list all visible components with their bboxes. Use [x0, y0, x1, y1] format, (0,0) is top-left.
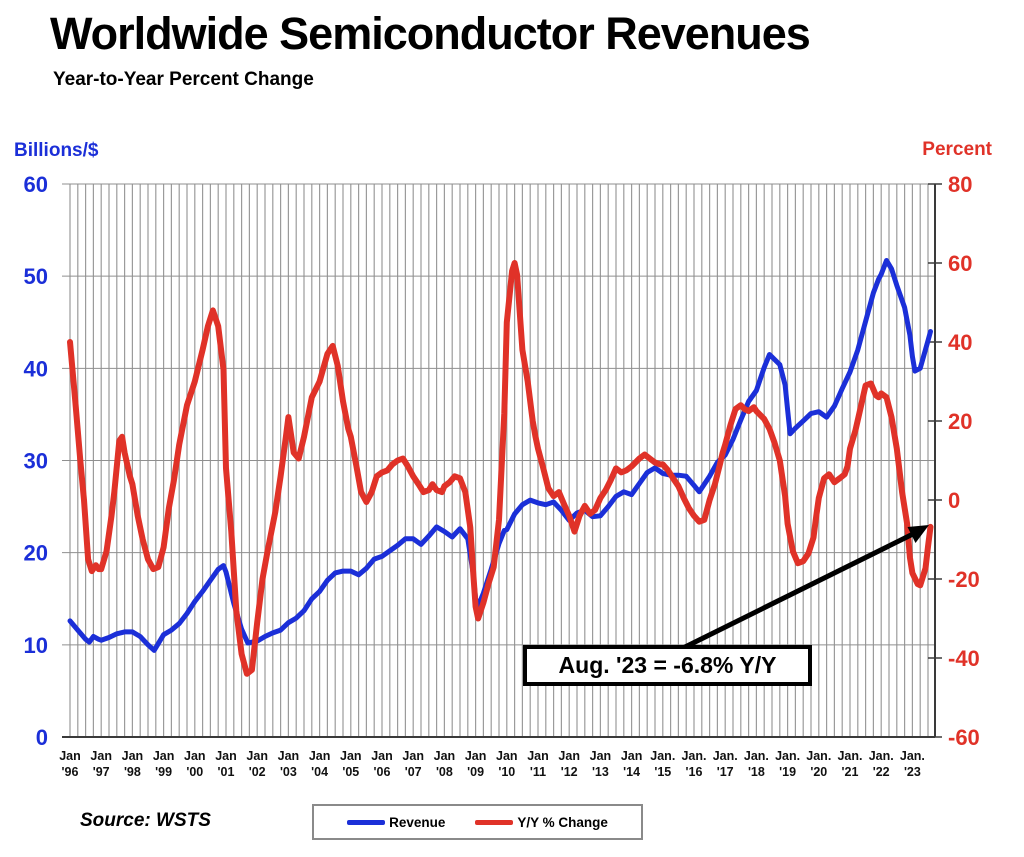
x-tick-month: Jan. [900, 749, 925, 763]
annotation-callout: Aug. '23 = -6.8% Y/Y [523, 645, 812, 686]
chart-title: Worldwide Semiconductor Revenues [50, 8, 811, 59]
x-tick-year: '12 [561, 765, 578, 779]
x-tick-year: '06 [374, 765, 391, 779]
left-axis-label: Billions/$ [14, 140, 99, 161]
annotation-arrow-shaft [679, 531, 915, 652]
x-tick-month: Jan. [837, 749, 862, 763]
x-tick-year: '04 [311, 765, 328, 779]
left-tick-label: 20 [24, 541, 48, 566]
annotation-text: Aug. '23 = -6.8% Y/Y [558, 652, 777, 678]
x-tick-year: '22 [873, 765, 890, 779]
yoy-change-line [67, 260, 934, 677]
x-tick-year: '21 [842, 765, 859, 779]
left-tick-label: 0 [36, 725, 48, 750]
x-tick-year: '01 [218, 765, 235, 779]
x-tick-year: '11 [530, 765, 546, 779]
x-tick-month: Jan [590, 749, 612, 763]
x-tick-year: '08 [436, 765, 453, 779]
x-tick-year: '20 [810, 765, 827, 779]
right-tick-label: -60 [948, 725, 980, 750]
left-tick-label: 40 [24, 356, 48, 381]
x-tick-month: Jan [340, 749, 362, 763]
chart-subtitle: Year-to-Year Percent Change [53, 69, 314, 90]
x-tick-month: Jan [153, 749, 175, 763]
x-tick-year: '23 [904, 765, 921, 779]
x-tick-year: '02 [249, 765, 266, 779]
left-tick-label: 60 [24, 172, 48, 197]
x-tick-year: '96 [62, 765, 79, 779]
right-tick-label: -40 [948, 646, 980, 671]
legend-label-revenue: Revenue [389, 814, 446, 830]
legend-item-yoy-change: Y/Y % Change [475, 815, 608, 830]
left-tick-label: 50 [24, 264, 48, 289]
x-tick-month: Jan. [744, 749, 769, 763]
revenue-line-swatch [347, 819, 386, 825]
x-tick-year: '15 [654, 765, 671, 779]
x-tick-year: '17 [717, 765, 734, 779]
x-tick-month: Jan [558, 749, 580, 763]
x-tick-year: '03 [280, 765, 297, 779]
x-tick-month: Jan [59, 749, 81, 763]
right-tick-label: 80 [948, 172, 972, 197]
x-tick-month: Jan. [713, 749, 738, 763]
x-tick-month: Jan [465, 749, 487, 763]
yoy-line-swatch [475, 819, 514, 825]
x-tick-month: Jan [215, 749, 237, 763]
x-tick-year: '19 [779, 765, 796, 779]
legend-label-yoy-change: Y/Y % Change [517, 814, 608, 830]
right-tick-label: 0 [948, 488, 960, 513]
x-tick-month: Jan. [775, 749, 800, 763]
x-tick-month: Jan [371, 749, 393, 763]
x-tick-year: '98 [124, 765, 141, 779]
left-tick-label: 10 [24, 633, 48, 658]
x-tick-month: Jan [90, 749, 112, 763]
right-tick-label: 40 [948, 330, 972, 355]
x-tick-month: Jan. [650, 749, 675, 763]
x-tick-year: '05 [342, 765, 359, 779]
x-tick-month: Jan [402, 749, 424, 763]
x-tick-month: Jan. [681, 749, 706, 763]
legend-item-revenue: Revenue [347, 815, 445, 830]
x-tick-month: Jan [309, 749, 331, 763]
right-axis-label: Percent [922, 139, 992, 160]
x-tick-month: Jan [184, 749, 206, 763]
x-tick-year: '16 [686, 765, 703, 779]
legend: Revenue Y/Y % Change [312, 804, 643, 840]
right-tick-label: 20 [948, 409, 972, 434]
x-tick-year: '18 [748, 765, 765, 779]
x-tick-month: Jan [527, 749, 549, 763]
x-tick-month: Jan [621, 749, 643, 763]
x-tick-month: Jan. [869, 749, 894, 763]
x-tick-month: Jan [278, 749, 300, 763]
x-tick-year: '00 [186, 765, 203, 779]
x-tick-month: Jan [122, 749, 144, 763]
right-tick-label: -20 [948, 567, 980, 592]
x-tick-year: '97 [93, 765, 110, 779]
annotation-arrowhead [907, 525, 929, 543]
left-tick-label: 30 [24, 449, 48, 474]
x-tick-year: '14 [623, 765, 640, 779]
source-label: Source: WSTS [80, 810, 211, 831]
x-tick-month: Jan [246, 749, 268, 763]
x-tick-month: Jan [434, 749, 456, 763]
x-tick-month: Jan [496, 749, 518, 763]
x-tick-year: '07 [405, 765, 422, 779]
right-tick-label: 60 [948, 251, 972, 276]
x-tick-year: '09 [467, 765, 484, 779]
x-tick-year: '10 [498, 765, 515, 779]
revenue-line [67, 258, 933, 653]
x-tick-year: '13 [592, 765, 609, 779]
x-tick-year: '99 [155, 765, 172, 779]
x-tick-month: Jan. [806, 749, 831, 763]
